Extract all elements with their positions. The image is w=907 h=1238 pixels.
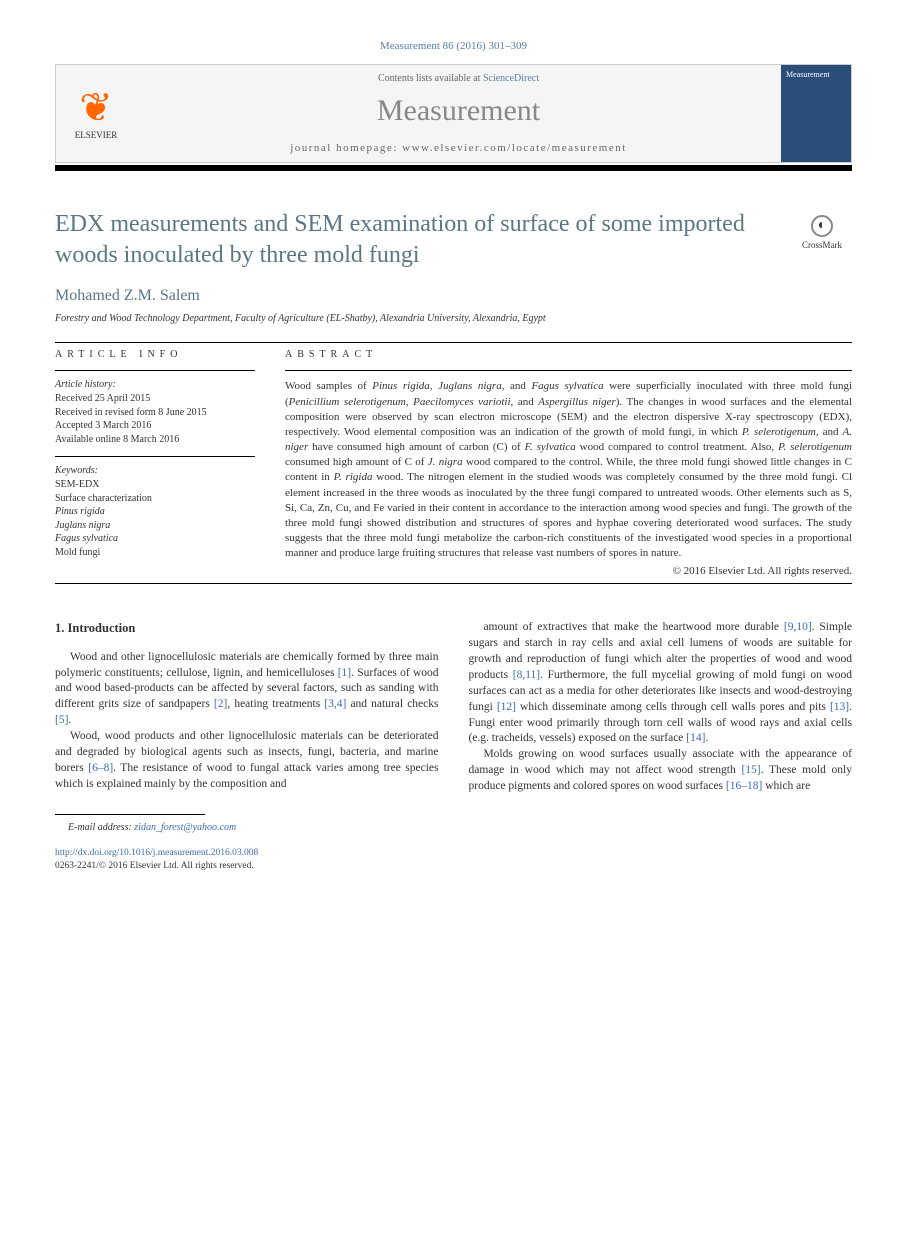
body-paragraph: amount of extractives that make the hear… [469,620,853,747]
keyword-item: Surface characterization [55,492,255,506]
body-paragraph: Wood and other lignocellulosic materials… [55,650,439,729]
history-heading: Article history: [55,379,255,390]
abstract-label: ABSTRACT [285,349,852,360]
abstract-text: Wood samples of Pinus rigida, Juglans ni… [285,379,852,561]
doi-link[interactable]: http://dx.doi.org/10.1016/j.measurement.… [55,847,439,860]
crossmark-badge[interactable]: ◐ CrossMark [792,215,852,250]
elsevier-tree-icon: ❦ [79,88,113,128]
body-columns: 1. Introduction Wood and other lignocell… [55,620,852,873]
email-label: E-mail address: [68,822,134,833]
body-paragraph: Molds growing on wood surfaces usually a… [469,747,853,795]
footer-rule [55,814,205,815]
homepage-url[interactable]: www.elsevier.com/locate/measurement [402,142,627,154]
crossmark-icon: ◐ [811,215,833,237]
journal-cover-thumb: Measurement [781,65,851,162]
sciencedirect-link[interactable]: ScienceDirect [483,73,539,84]
contents-prefix: Contents lists available at [378,73,483,84]
info-rule-2 [55,456,255,457]
body-left-column: 1. Introduction Wood and other lignocell… [55,620,439,873]
body-paragraph: Wood, wood products and other lignocellu… [55,729,439,792]
citation-line: Measurement 86 (2016) 301–309 [55,40,852,52]
body-top-rule [55,583,852,584]
history-item: Received in revised form 8 June 2015 [55,406,255,420]
keyword-item: Fagus sylvatica [55,532,255,546]
article-title: EDX measurements and SEM examination of … [55,209,772,271]
info-rule-1 [55,370,255,371]
header-center: Contents lists available at ScienceDirec… [136,65,781,162]
section-heading-intro: 1. Introduction [55,620,439,637]
keywords-list: SEM-EDXSurface characterizationPinus rig… [55,478,255,559]
journal-header: ❦ ELSEVIER Contents lists available at S… [55,64,852,163]
body-right-column: amount of extractives that make the hear… [469,620,853,873]
history-item: Received 25 April 2015 [55,392,255,406]
contents-available: Contents lists available at ScienceDirec… [136,73,781,84]
history-list: Received 25 April 2015Received in revise… [55,392,255,446]
footer-block: E-mail address: zidan_forest@yahoo.com h… [55,814,439,873]
homepage-line: journal homepage: www.elsevier.com/locat… [136,142,781,154]
article-info-column: ARTICLE INFO Article history: Received 2… [55,349,255,577]
article-info-label: ARTICLE INFO [55,349,255,360]
elsevier-logo: ❦ ELSEVIER [56,65,136,162]
author-name: Mohamed Z.M. Salem [55,287,852,305]
history-item: Accepted 3 March 2016 [55,419,255,433]
keyword-item: SEM-EDX [55,478,255,492]
top-rule [55,342,852,343]
homepage-prefix: journal homepage: [290,142,402,154]
email-line: E-mail address: zidan_forest@yahoo.com [55,821,439,835]
abstract-copyright: © 2016 Elsevier Ltd. All rights reserved… [285,565,852,577]
author-affiliation: Forestry and Wood Technology Department,… [55,313,852,324]
keyword-item: Juglans nigra [55,519,255,533]
journal-name: Measurement [136,94,781,128]
abstract-column: ABSTRACT Wood samples of Pinus rigida, J… [285,349,852,577]
keyword-item: Pinus rigida [55,505,255,519]
author-email-link[interactable]: zidan_forest@yahoo.com [134,822,236,833]
crossmark-label: CrossMark [802,240,842,250]
keywords-heading: Keywords: [55,465,255,476]
issn-line: 0263-2241/© 2016 Elsevier Ltd. All right… [55,860,439,873]
cover-label: Measurement [786,70,846,79]
history-item: Available online 8 March 2016 [55,433,255,447]
publisher-label: ELSEVIER [75,130,118,140]
header-divider [55,165,852,171]
keyword-item: Mold fungi [55,546,255,560]
abstract-rule [285,370,852,371]
